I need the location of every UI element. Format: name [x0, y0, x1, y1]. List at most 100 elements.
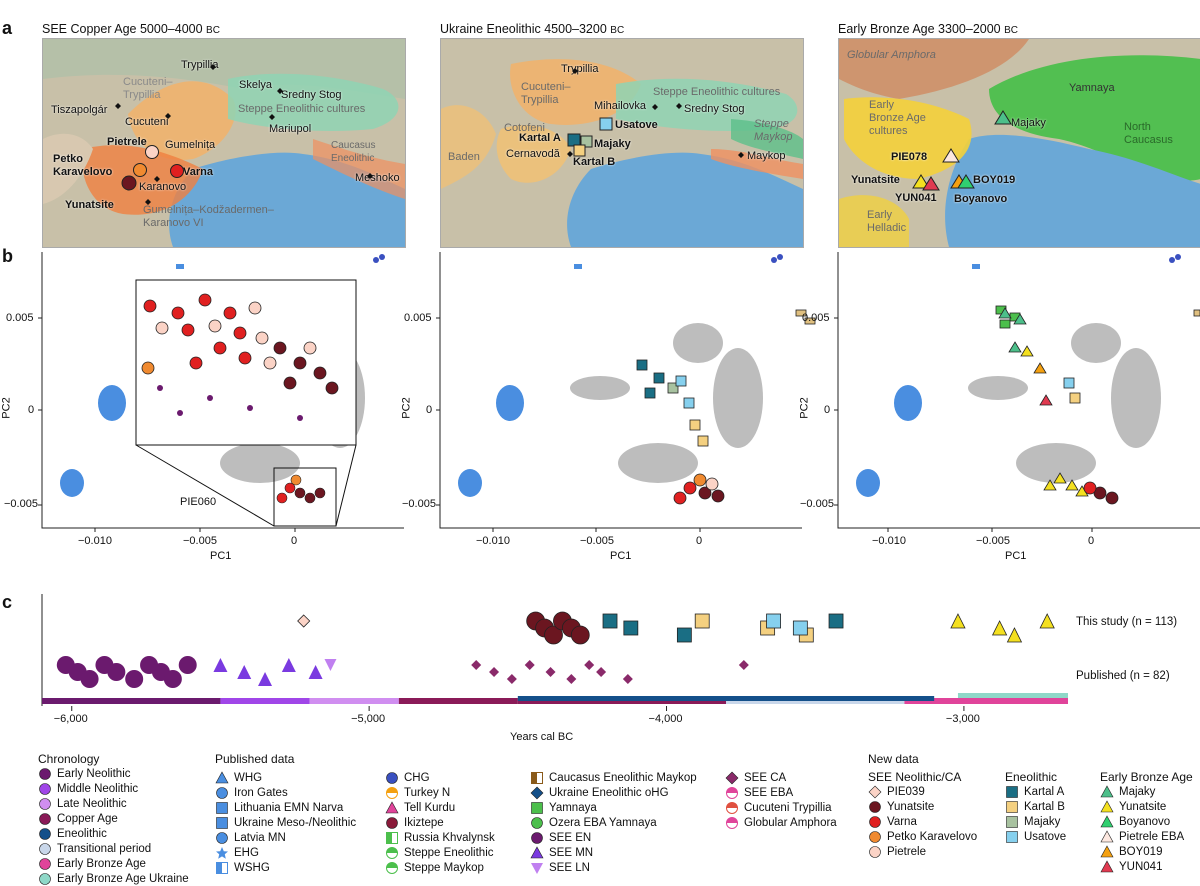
culture-steppe-eneolithic-2: Steppe Eneolithic cultures — [653, 86, 781, 98]
site-usatove: Usatove — [615, 119, 658, 131]
site-majaky-2: Majaky — [594, 138, 631, 150]
chron-point-early-neolithic — [178, 656, 197, 674]
legend-eneolithic: Eneolithic Kartal A Kartal B Majaky Usatove — [1005, 770, 1066, 844]
chron-period-bar — [309, 698, 399, 704]
legend-published-col4: SEE CA SEE EBA Cucuteni Trypillia Globular … — [725, 770, 837, 830]
site-sredny-stog-1: Sredny Stog — [281, 89, 342, 101]
chron-point-see-ca — [524, 660, 535, 670]
site-gumelnita: Gumelnița — [165, 139, 216, 151]
legend-pub-ehg: EHG — [215, 845, 356, 860]
marker-varna — [170, 164, 184, 178]
legend-pub-wshg: WSHG — [215, 860, 356, 875]
site-kartal-a: Kartal A — [519, 132, 561, 144]
culture-steppe-eneolithic-1: Steppe Eneolithic cultures — [238, 103, 366, 115]
culture-caucasus-eneolithic: Caucasus Eneolithic — [331, 140, 376, 164]
pca3-points — [995, 305, 1200, 505]
legend-pub-see-ln: SEE LN — [530, 860, 697, 875]
pca2-ylabel: PC2 — [400, 397, 413, 419]
culture-cucuteni-trypillia-2: Cucuteni– Trypillia — [521, 81, 571, 106]
chron-xtick-6000: −6,000 — [53, 713, 88, 725]
site-karanovo: Karanovo — [139, 181, 187, 193]
legend-pub-lithuania-emn-narva: Lithuania EMN Narva — [215, 800, 356, 815]
site-trypillia-2: Trypillia — [561, 63, 599, 75]
map1-graphic — [43, 39, 405, 247]
map-ukraine-eneolithic: Cucuteni– Trypillia Steppe Eneolithic cu… — [440, 38, 804, 248]
pca1-ylabel: PC2 — [0, 397, 13, 419]
chron-point-see-mn — [308, 665, 323, 679]
legend-pub-chg: CHG — [385, 770, 495, 785]
culture-cotofeni: Cotofeni — [504, 122, 545, 134]
legend-eba-boyanovo: Boyanovo — [1100, 814, 1193, 829]
pca2-ytick-3: −0.005 — [402, 498, 436, 510]
marker-majaky-eba — [994, 110, 1012, 125]
pca2-xtick-3: 0 — [696, 535, 703, 547]
chron-point-majaky-eba — [1039, 613, 1055, 629]
site-cucuteni: Cucuteni — [125, 116, 169, 128]
legend-chronology: Chronology Early Neolithic Middle Neolith… — [38, 752, 208, 886]
site-tiszapolgar: Tiszapolgár — [51, 104, 108, 116]
pca2-xtick-2: −0.005 — [580, 535, 614, 547]
legend-pub-caucasus-eneolithic-maykop: Caucasus Eneolithic Maykop — [530, 770, 697, 785]
chron-point-see-ca — [622, 674, 633, 684]
map2-markers — [567, 68, 744, 158]
culture-baden: Baden — [448, 151, 480, 163]
legend-pub-yamnaya: Yamnaya — [530, 800, 697, 815]
chron-point-yunatsite — [570, 625, 590, 645]
chron-point-see-ln — [324, 659, 337, 671]
marker-pietrele — [145, 145, 159, 159]
chron-point-kartal-a — [676, 627, 692, 643]
legend-chron-early-bronze-age: Early Bronze Age — [38, 856, 208, 871]
site-diamonds-2 — [567, 68, 744, 158]
map3-title: Early Bronze Age 3300–2000 BC — [838, 22, 1019, 36]
chron-point-see-mn — [237, 665, 252, 679]
site-pie078: PIE078 — [891, 151, 928, 163]
chron-point-see-ca — [489, 667, 500, 677]
chron-point-kartal-a — [623, 620, 639, 636]
legend-pub-ukraine-meso-neolithic: Ukraine Meso-/Neolithic — [215, 815, 356, 830]
chron-period-bar — [904, 698, 1068, 704]
legend-eneo-usatove: Usatove — [1005, 829, 1066, 844]
marker-majaky — [580, 135, 593, 148]
pca1-xtick-3: 0 — [291, 535, 298, 547]
pca3-xtick-1: −0.010 — [872, 535, 906, 547]
chron-xtick-3000: −3,000 — [945, 713, 980, 725]
pca2-xtick-1: −0.010 — [476, 535, 510, 547]
map1-markers — [115, 64, 373, 205]
map2-graphic — [441, 39, 803, 247]
pca3-xtick-3: 0 — [1088, 535, 1095, 547]
chron-point-see-ca — [471, 660, 482, 670]
chron-point-early-neolithic — [163, 670, 182, 688]
marker-yunatsite — [121, 175, 137, 191]
chron-point-see-ca — [566, 674, 577, 684]
row-label-this-study: This study (n = 113) — [1076, 616, 1178, 628]
panel-b-label: b — [2, 246, 13, 266]
chron-period-bar — [42, 698, 221, 704]
site-diamonds-1 — [115, 64, 373, 205]
chronology-chart — [41, 594, 1068, 711]
pca2-ytick-1: 0.005 — [404, 312, 432, 324]
site-meshoko: Meshoko — [355, 172, 400, 184]
chron-xtick-5000: −5,000 — [351, 713, 386, 725]
map3-markers — [912, 110, 1012, 191]
legend-pub-whg: WHG — [215, 770, 356, 785]
marker-yun041 — [922, 176, 940, 191]
pca3-ylabel: PC2 — [798, 397, 811, 419]
site-kartal-b: Kartal B — [573, 156, 616, 168]
chron-point-majaky-eba — [991, 620, 1008, 636]
legend-pub-tell-kurdu: Tell Kurdu — [385, 800, 495, 815]
legend-new-data: New data SEE Neolithic/CA PIE039 Yunatsit… — [868, 752, 977, 859]
site-boyanovo: Boyanovo — [954, 193, 1008, 205]
site-yunatsite: Yunatsite — [65, 199, 114, 211]
pca3-xlabel: PC1 — [1005, 550, 1027, 562]
legend-eba-yun041: YUN041 — [1100, 859, 1193, 874]
legend-eba-title: Early Bronze Age — [1100, 770, 1193, 784]
site-maykop: Maykop — [747, 150, 786, 162]
pca1-ytick-3: −0.005 — [4, 498, 38, 510]
pca1-xlabel: PC1 — [210, 550, 232, 562]
chron-point-see-mn — [258, 672, 273, 686]
chron-point-early-neolithic — [107, 663, 126, 681]
legend-eba: Early Bronze Age Majaky Yunatsite Boyanovo… — [1100, 770, 1193, 874]
legend-eneo-kartal-a: Kartal A — [1005, 784, 1066, 799]
legend-pub-cucuteni-trypillia: Cucuteni Trypillia — [725, 800, 837, 815]
chron-point-see-ca — [596, 667, 607, 677]
